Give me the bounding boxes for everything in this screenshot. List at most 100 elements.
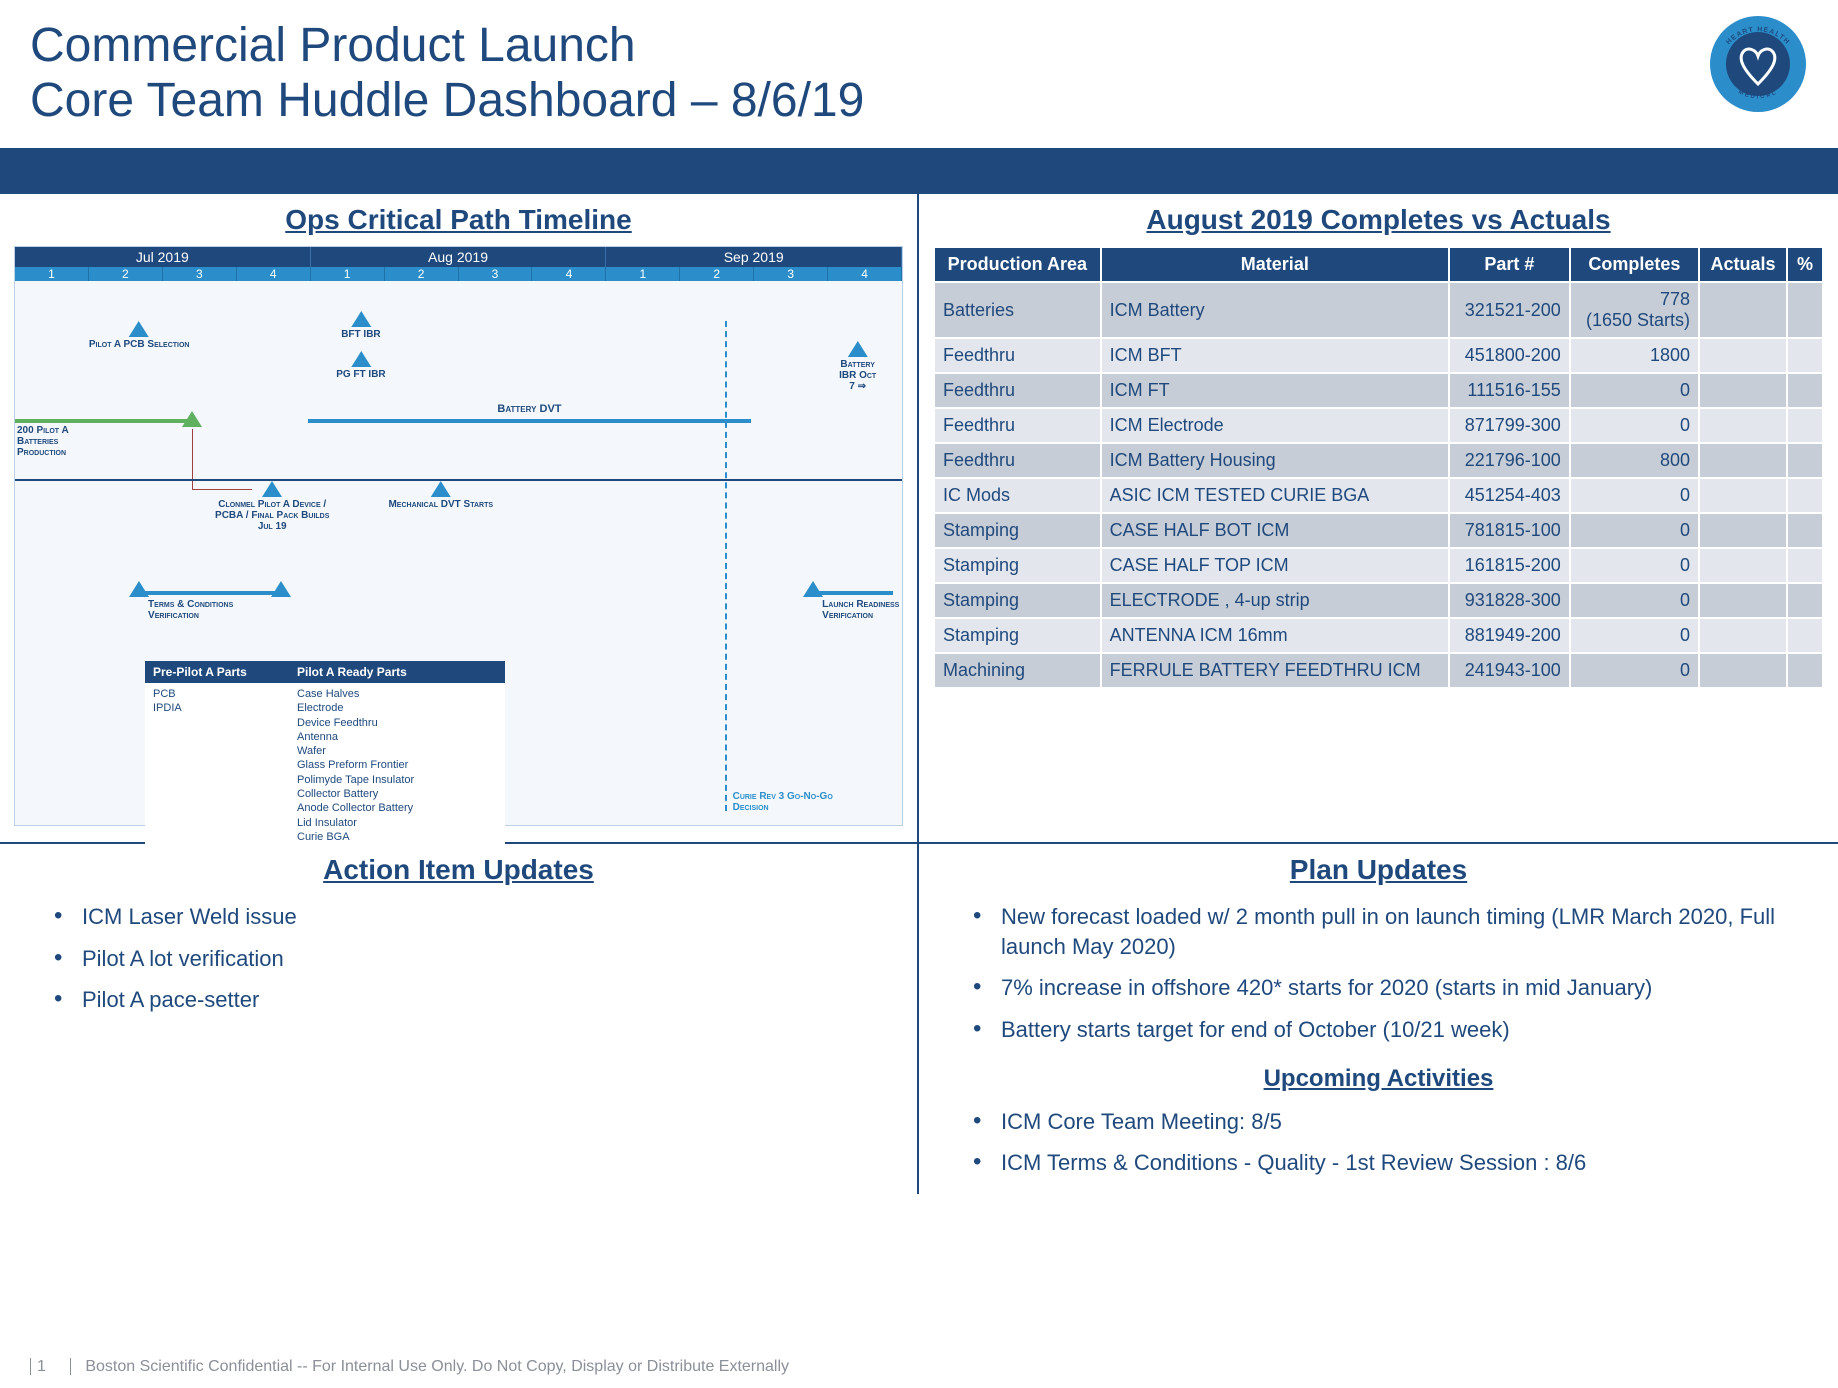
gantt-week: 3 [459,267,533,281]
table-cell [1699,618,1787,653]
triangle-icon [848,341,868,357]
table-cell: ICM BFT [1101,338,1449,373]
table-cell: Stamping [934,513,1101,548]
milestone-label: Pilot A PCB Selection [89,339,190,350]
gantt-bar-label: 200 Pilot A Batteries Production [17,425,97,458]
table-cell: Machining [934,653,1101,688]
table-row: FeedthruICM FT111516-1550 [934,373,1823,408]
table-row: MachiningFERRULE BATTERY FEEDTHRU ICM241… [934,653,1823,688]
table-cell: 931828-300 [1449,583,1570,618]
upcoming-title: Upcoming Activities [933,1065,1824,1093]
table-cell: 451254-403 [1449,478,1570,513]
table-cell [1787,373,1823,408]
table-cell [1787,338,1823,373]
heart-health-logo: HEART HEALTH MEDICAL [1708,14,1808,114]
table-row: StampingCASE HALF TOP ICM161815-2000 [934,548,1823,583]
title-block: Commercial Product Launch Core Team Hudd… [0,0,1838,138]
gantt-weeks-row: 123412341234 [15,267,902,281]
parts-item: Antenna [297,730,497,744]
parts-item: Curie BGA [297,830,497,844]
milestone-label: Battery IBR Oct 7 ⇒ [835,359,879,392]
action-item: ICM Laser Weld issue [54,896,883,938]
table-cell: ASIC ICM TESTED CURIE BGA [1101,478,1449,513]
ops-timeline-panel: Ops Critical Path Timeline Jul 2019Aug 2… [0,194,919,844]
header-bar [0,148,1838,194]
table-cell: 871799-300 [1449,408,1570,443]
table-cell: 111516-155 [1449,373,1570,408]
milestone-label: Clonmel Pilot A Device / PCBA / Final Pa… [212,499,332,532]
plan-updates-list: New forecast loaded w/ 2 month pull in o… [933,896,1824,1051]
parts-body: PCBIPDIACase HalvesElectrodeDevice Feedt… [145,683,505,848]
plan-update-item: 7% increase in offshore 420* starts for … [973,967,1804,1009]
table-cell [1699,653,1787,688]
completes-panel: August 2019 Completes vs Actuals Product… [919,194,1838,844]
table-cell: 221796-100 [1449,443,1570,478]
gantt-week: 1 [311,267,385,281]
table-cell: 800 [1570,443,1699,478]
table-cell [1699,513,1787,548]
plan-updates-title: Plan Updates [933,854,1824,886]
table-cell: Batteries [934,282,1101,338]
gantt-months-row: Jul 2019Aug 2019Sep 2019 [15,247,902,267]
parts-item: Polimyde Tape Insulator [297,773,497,787]
table-cell: 0 [1570,408,1699,443]
gantt-week: 4 [237,267,311,281]
action-items-title: Action Item Updates [14,854,903,886]
gantt-body: Curie Rev 3 Go-No-Go Decision200 Pilot A… [15,281,902,821]
table-cell [1787,408,1823,443]
action-items-list: ICM Laser Weld issuePilot A lot verifica… [14,896,903,1021]
footer-text: Boston Scientific Confidential -- For In… [85,1358,789,1375]
table-header: Part # [1449,247,1570,282]
action-item: Pilot A lot verification [54,938,883,980]
table-row: FeedthruICM Battery Housing221796-100800 [934,443,1823,478]
triangle-icon [431,481,451,497]
table-cell [1699,478,1787,513]
table-cell: Feedthru [934,408,1101,443]
parts-item: Device Feedthru [297,716,497,730]
triangle-icon [262,481,282,497]
parts-col1: PCBIPDIA [145,683,289,848]
table-cell [1787,618,1823,653]
parts-item: Anode Collector Battery [297,801,497,815]
milestone: Battery IBR Oct 7 ⇒ [835,341,879,392]
table-cell: ANTENNA ICM 16mm [1101,618,1449,653]
triangle-icon [129,581,149,597]
table-cell [1699,548,1787,583]
parts-item: Glass Preform Frontier [297,758,497,772]
parts-col2-head: Pilot A Ready Parts [289,661,505,683]
table-cell [1787,548,1823,583]
table-cell: Stamping [934,583,1101,618]
table-cell: ICM Electrode [1101,408,1449,443]
table-cell [1787,583,1823,618]
footer: 1 Boston Scientific Confidential -- For … [30,1358,1808,1376]
content-grid: Ops Critical Path Timeline Jul 2019Aug 2… [0,194,1838,1194]
milestone: Mechanical DVT Starts [388,481,493,510]
plan-update-item: Battery starts target for end of October… [973,1009,1804,1051]
table-header: Material [1101,247,1449,282]
gantt-bar [308,419,752,423]
table-cell: 161815-200 [1449,548,1570,583]
table-cell: 0 [1570,478,1699,513]
connector-line [192,489,252,490]
gantt-bar-label: Battery DVT [497,403,561,415]
parts-item: PCB [153,687,281,701]
table-row: BatteriesICM Battery321521-200778 (1650 … [934,282,1823,338]
ops-timeline-title: Ops Critical Path Timeline [14,204,903,236]
table-cell [1699,373,1787,408]
table-header: Completes [1570,247,1699,282]
table-cell: Feedthru [934,373,1101,408]
table-row: StampingELECTRODE , 4-up strip931828-300… [934,583,1823,618]
table-cell [1787,282,1823,338]
upcoming-item: ICM Core Team Meeting: 8/5 [973,1101,1804,1143]
table-cell: CASE HALF TOP ICM [1101,548,1449,583]
gantt-bar [139,591,281,595]
parts-box: Pre-Pilot A PartsPilot A Ready PartsPCBI… [145,661,505,848]
milestone: Pilot A PCB Selection [89,321,190,350]
parts-item: Wafer [297,744,497,758]
table-cell: IC Mods [934,478,1101,513]
table-row: FeedthruICM Electrode871799-3000 [934,408,1823,443]
gantt-week: 2 [680,267,754,281]
table-cell: 0 [1570,548,1699,583]
triangle-icon [271,581,291,597]
gantt-week: 4 [828,267,902,281]
